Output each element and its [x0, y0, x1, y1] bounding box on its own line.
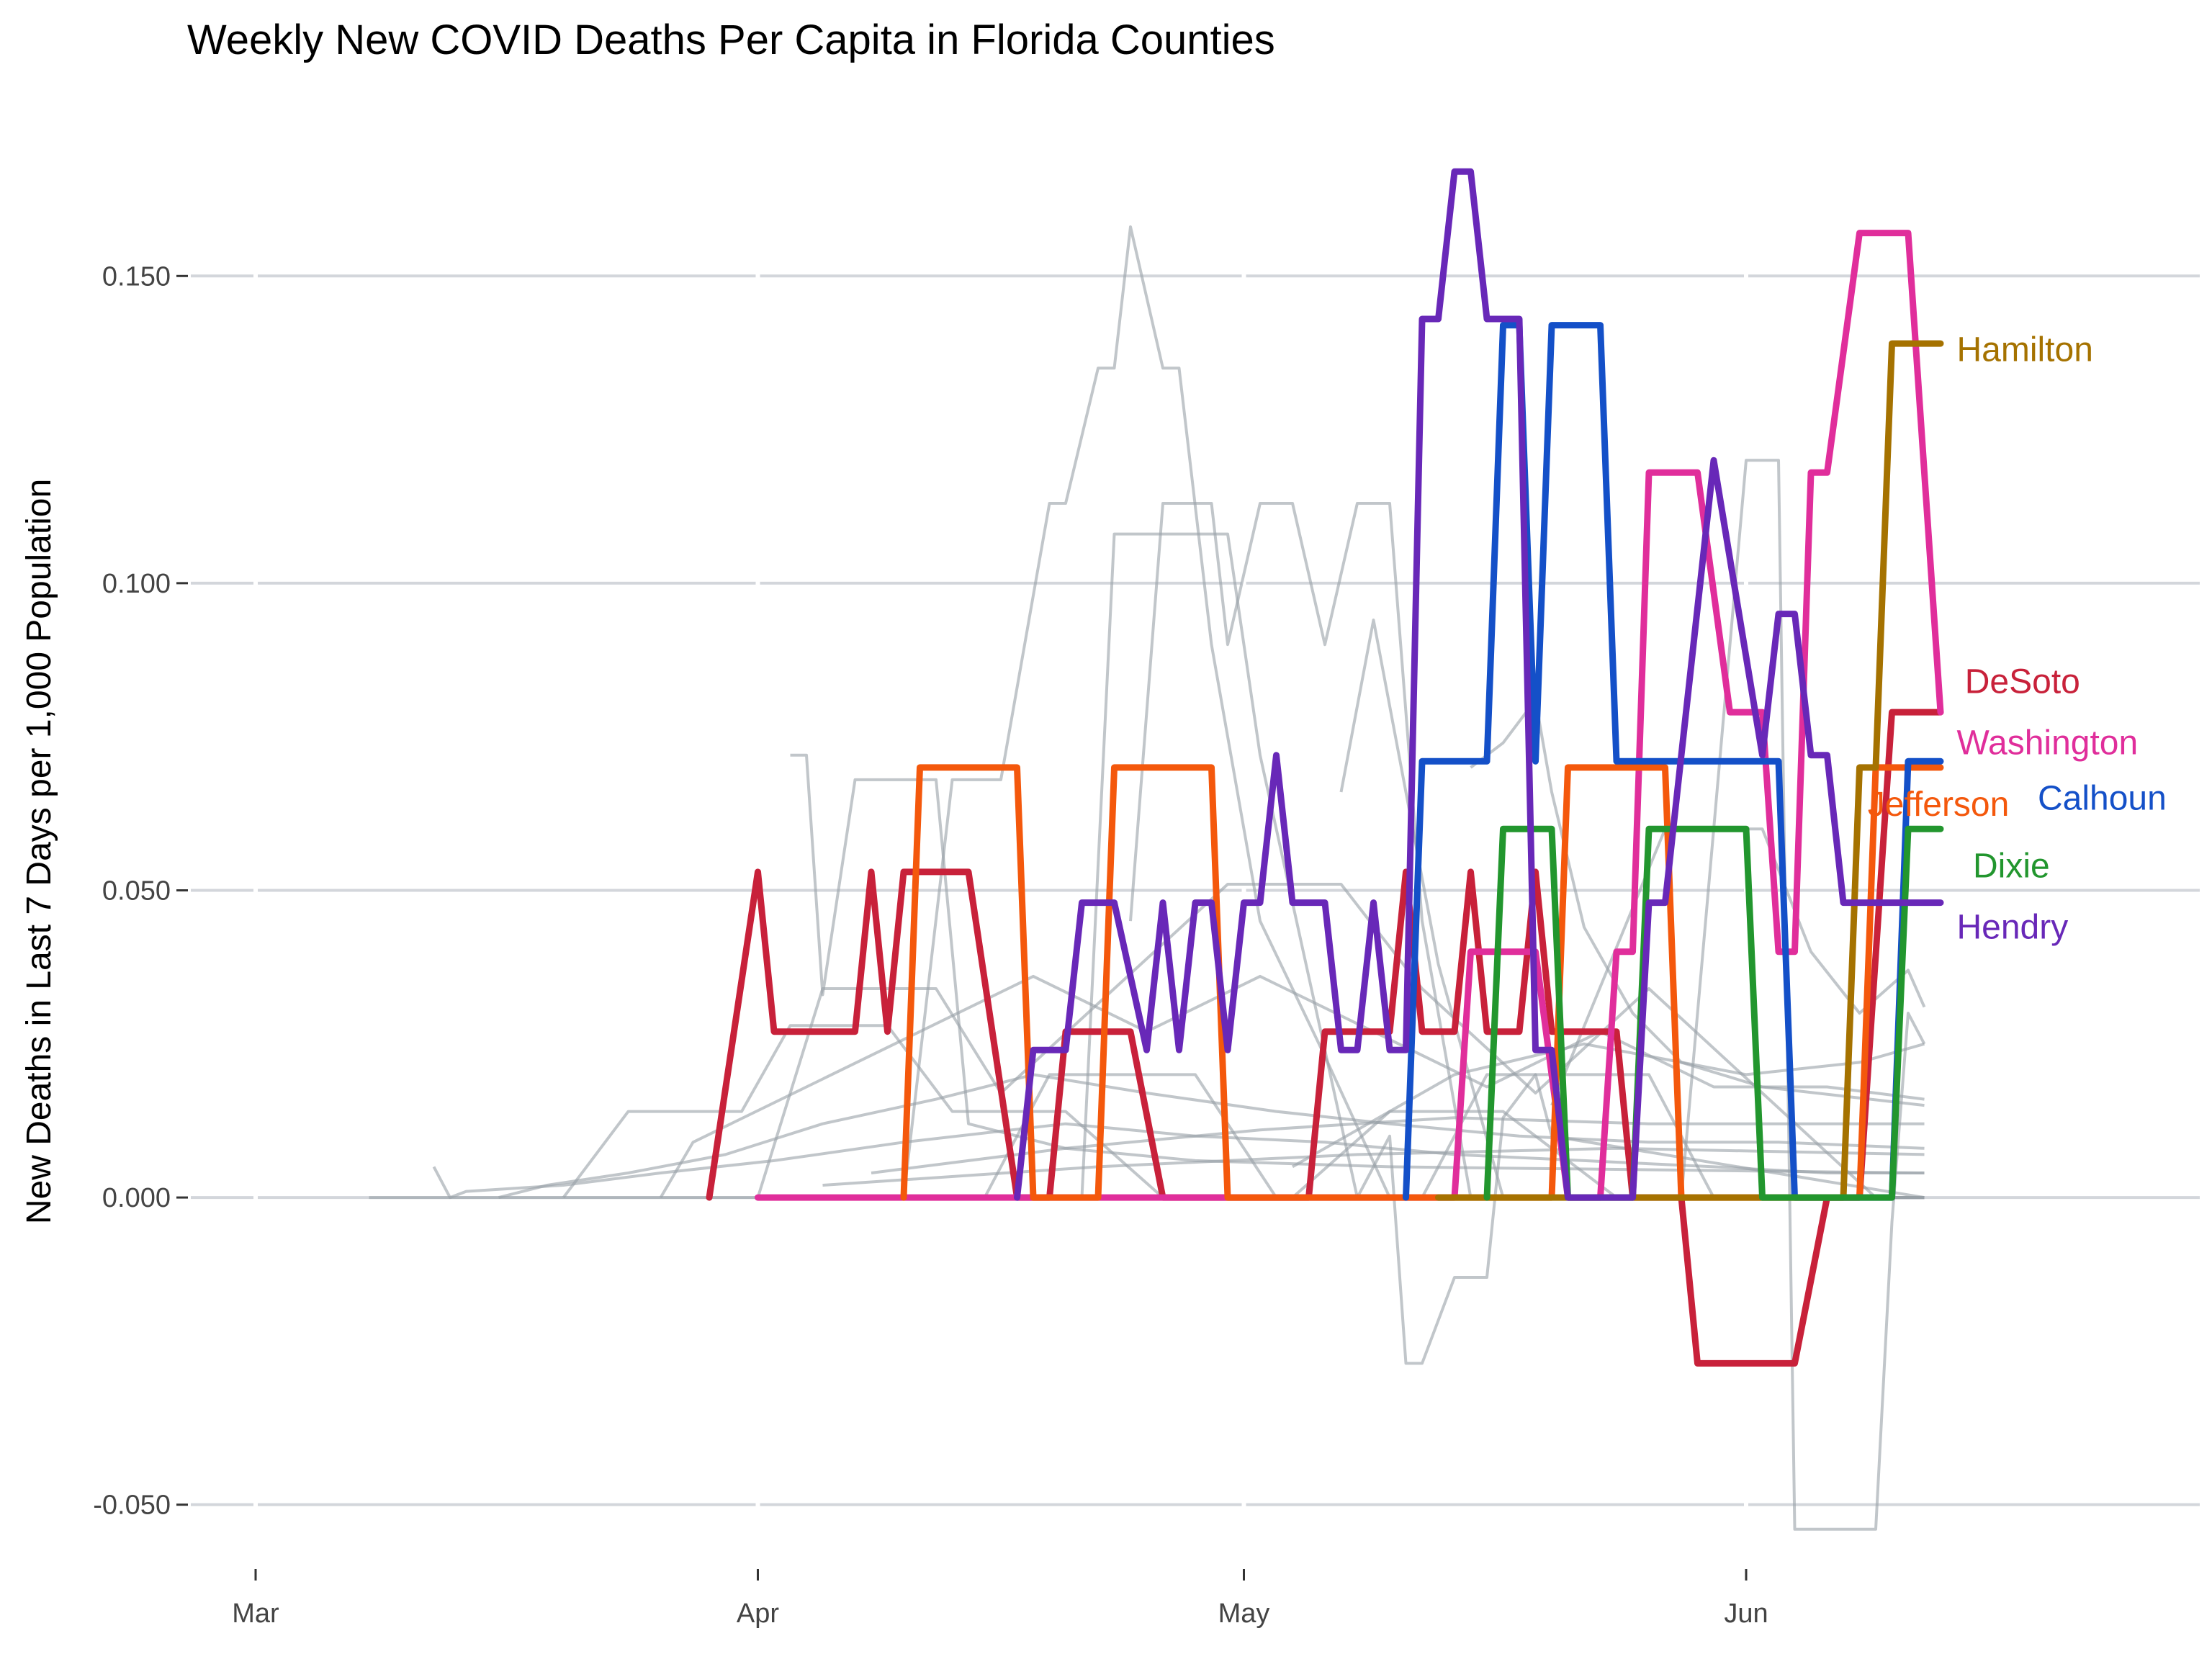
series-line-desoto — [706, 709, 1944, 1367]
series-line-hendry — [1014, 168, 1944, 1201]
background-county-line — [659, 974, 1925, 1199]
chart-title: Weekly New COVID Deaths Per Capita in Fl… — [187, 17, 1275, 63]
background-county-line — [790, 753, 1925, 1174]
background-county-line — [562, 1024, 1925, 1200]
y-tick-label: -0.050 — [93, 1491, 171, 1521]
series-label-hendry: Hendry — [1957, 909, 2069, 947]
x-tick-label: Apr — [737, 1599, 779, 1629]
series-label-jefferson: Jefferson — [1868, 786, 2010, 824]
background-county-line — [902, 225, 1925, 1200]
background-county-line — [756, 883, 1925, 1200]
y-axis-title: New Deaths in Last 7 Days per 1,000 Popu… — [20, 479, 58, 1224]
series-label-hamilton: Hamilton — [1957, 331, 2093, 369]
series-label-washington: Washington — [1957, 724, 2139, 763]
background-county-line — [432, 1122, 1925, 1200]
y-tick-label: 0.000 — [102, 1183, 171, 1213]
background-county-line — [1080, 532, 1925, 1200]
y-tick-label: 0.050 — [102, 876, 171, 906]
y-tick-label: 0.150 — [102, 261, 171, 292]
background-county-line — [1129, 502, 1925, 1200]
background-county-line — [1356, 1073, 1925, 1365]
series-label-calhoun: Calhoun — [2038, 780, 2167, 818]
series-label-dixie: Dixie — [1973, 847, 2050, 885]
y-tick-label: 0.100 — [102, 569, 171, 599]
x-tick-label: May — [1218, 1599, 1270, 1629]
x-tick-label: Mar — [232, 1599, 279, 1629]
series-label-desoto: DeSoto — [1965, 662, 2080, 701]
series-line-dixie — [1483, 825, 1944, 1201]
background-county-line — [1470, 698, 1925, 1107]
background-county-line — [871, 1116, 1925, 1174]
x-tick-label: Jun — [1724, 1599, 1768, 1629]
background-county-line — [822, 1146, 1925, 1187]
